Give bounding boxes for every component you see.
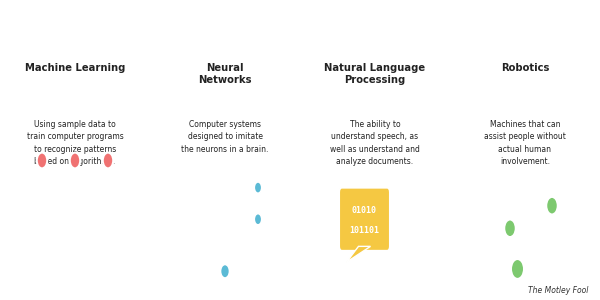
Text: Neural
Networks: Neural Networks	[198, 63, 252, 85]
Text: The ability to
understand speech, as
well as understand and
analyze documents.: The ability to understand speech, as wel…	[330, 120, 420, 166]
Text: Computer systems
designed to imitate
the neurons in a brain.: Computer systems designed to imitate the…	[181, 120, 269, 154]
Polygon shape	[347, 246, 371, 262]
Circle shape	[254, 214, 262, 225]
Text: Using sample data to
train computer programs
to recognize patterns
based on algo: Using sample data to train computer prog…	[26, 120, 124, 166]
Circle shape	[103, 153, 113, 168]
Circle shape	[37, 153, 47, 168]
Text: 01010101: 01010101	[58, 184, 92, 190]
Circle shape	[546, 196, 558, 215]
Circle shape	[70, 153, 80, 168]
Text: 101101: 101101	[349, 226, 380, 235]
Circle shape	[504, 219, 516, 237]
Circle shape	[221, 264, 229, 278]
Text: Robotics: Robotics	[501, 63, 549, 73]
Circle shape	[113, 182, 121, 193]
Text: Natural Language
Processing: Natural Language Processing	[325, 63, 425, 85]
Circle shape	[254, 182, 262, 193]
FancyBboxPatch shape	[339, 188, 390, 251]
Text: Machine Learning: Machine Learning	[25, 63, 125, 73]
Text: WHAT IS ARTIFICIAL INTELLIGENCE?: WHAT IS ARTIFICIAL INTELLIGENCE?	[11, 16, 388, 35]
Text: Machines that can
assist people without
actual human
involvement.: Machines that can assist people without …	[484, 120, 566, 166]
Text: 01010: 01010	[352, 206, 377, 215]
Circle shape	[511, 259, 524, 279]
Text: 01011010: 01011010	[58, 205, 92, 211]
Text: 11010I: 11010I	[62, 225, 88, 231]
Circle shape	[113, 214, 121, 225]
Text: The Motley Fool: The Motley Fool	[527, 286, 588, 295]
